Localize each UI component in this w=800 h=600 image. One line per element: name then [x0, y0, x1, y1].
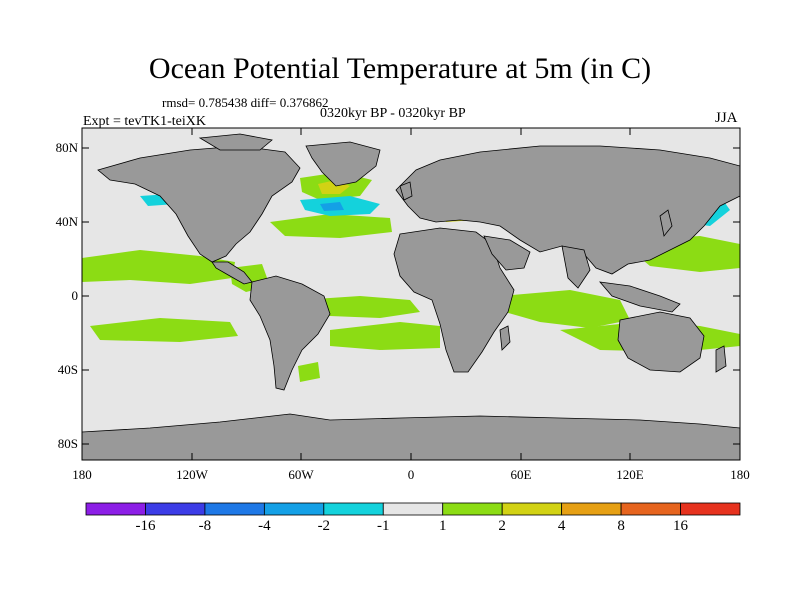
colorbar-segment [442, 502, 503, 516]
landmass-indonesia [599, 281, 681, 313]
gulf-stream-strong-cool [320, 202, 344, 211]
landmass-madagascar [499, 325, 511, 351]
y-tick-label: 80S [57, 436, 78, 451]
x-tick-label: 0 [407, 467, 415, 482]
axis-ticks [81, 128, 741, 460]
landmass-central-america [211, 261, 253, 285]
landmass-australia [617, 311, 705, 373]
colorbar-segment [620, 502, 681, 516]
landmass-south-america [249, 275, 331, 391]
colorbar [85, 502, 741, 516]
colorbar-label: 1 [438, 518, 447, 534]
x-tick-label: 180 [72, 467, 92, 482]
x-tick-label: 120W [176, 467, 208, 482]
colorbar-label: -1 [377, 518, 390, 534]
landmass-antarctica [82, 413, 740, 460]
landmass-arctic-islands [198, 133, 273, 151]
colorbar-label: 16 [673, 518, 689, 534]
north-atlantic-warm-band [270, 214, 392, 238]
chart-title: Ocean Potential Temperature at 5m (in C) [148, 52, 652, 85]
landmass-eurasia [395, 145, 740, 275]
map-content [82, 133, 740, 460]
y-tick-label: 40N [55, 214, 78, 229]
colorbar-segment [561, 502, 622, 516]
southeast-pacific-warm-band [90, 318, 238, 342]
y-tick-label: 40S [57, 362, 78, 377]
colorbar-segment [85, 502, 146, 516]
colorbar-segment [323, 502, 384, 516]
rmsd-diff-stats: rmsd= 0.785438 diff= 0.376862 [162, 95, 329, 110]
x-tick-label: 120E [616, 467, 644, 482]
landmass-greenland [305, 141, 381, 187]
colorbar-segment [501, 502, 563, 516]
colorbar-segment [382, 502, 444, 516]
experiment-label: Expt = tevTK1-teiXK [83, 114, 206, 129]
landmass-india [561, 245, 591, 289]
indian-ocean-warm-band [500, 290, 630, 328]
north-pacific-warm-band [82, 250, 235, 284]
colorbar-label: 8 [617, 518, 625, 534]
colorbar-label: 4 [557, 518, 566, 534]
time-period-label: 0320kyr BP - 0320kyr BP [320, 106, 466, 121]
land-masses [82, 133, 740, 460]
landmass-british-isles [399, 181, 413, 201]
y-tick-label: 80N [55, 140, 78, 155]
argentine-basin-warm-patch [298, 362, 320, 382]
colorbar-segment [145, 502, 206, 516]
colorbar-label: -2 [317, 518, 331, 534]
x-tick-label: 60E [510, 467, 532, 482]
y-tick-label: 0 [71, 288, 79, 303]
landmass-japan [659, 209, 673, 237]
colorbar-segment [204, 502, 265, 516]
colorbar-segment [263, 502, 325, 516]
season-label: JJA [715, 110, 738, 126]
colorbar-label: 2 [498, 518, 506, 534]
colorbar-label: -16 [135, 518, 156, 534]
x-tick-label: 60W [288, 467, 314, 482]
south-atlantic-warm-band [330, 322, 440, 350]
landmass-arabia [483, 235, 531, 271]
colorbar-segment [680, 502, 741, 516]
colorbar-label: -4 [258, 518, 271, 534]
landmass-new-zealand [715, 345, 727, 373]
x-tick-label: 180 [730, 467, 750, 482]
colorbar-label: -8 [198, 518, 212, 534]
